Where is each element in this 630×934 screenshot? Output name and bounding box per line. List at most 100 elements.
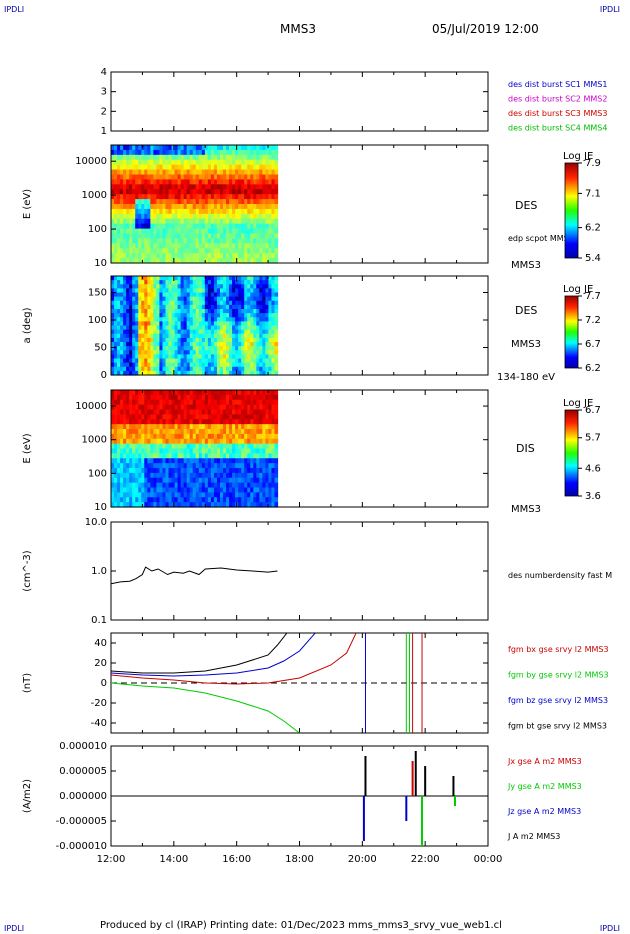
heatmap-cell — [129, 276, 133, 281]
heatmap-cell — [256, 313, 260, 318]
heatmap-cell — [150, 458, 154, 464]
heatmap-cell — [253, 184, 257, 190]
heatmap-cell — [180, 337, 185, 343]
heatmap-cell — [232, 159, 236, 166]
energy-range-label: 134-180 eV — [497, 372, 555, 383]
heatmap-cell — [198, 477, 203, 484]
heatmap-cell — [138, 472, 142, 479]
heatmap-cell — [210, 169, 215, 176]
heatmap-cell — [171, 296, 176, 302]
heatmap-cell — [201, 429, 206, 435]
heatmap-cell — [223, 189, 227, 195]
heatmap-cell — [198, 243, 203, 249]
heatmap-cell — [150, 337, 154, 343]
heatmap-cell — [271, 248, 276, 254]
heatmap-cell — [195, 313, 200, 318]
heatmap-cell — [241, 218, 245, 225]
heatmap-cell — [114, 366, 118, 372]
heatmap-cell — [250, 404, 254, 411]
heatmap-cell — [241, 253, 245, 259]
heatmap-cell — [271, 284, 276, 289]
heatmap-cell — [213, 218, 218, 225]
heatmap-cell — [159, 325, 164, 331]
heatmap-cell — [250, 492, 254, 498]
heatmap-cell — [250, 284, 254, 289]
heatmap-cell — [244, 399, 248, 406]
heatmap-cell — [201, 317, 206, 322]
heatmap-cell — [247, 370, 251, 376]
heatmap-cell — [274, 350, 279, 355]
heatmap-cell — [174, 482, 179, 489]
heatmap-cell — [111, 288, 115, 294]
heatmap-cell — [238, 184, 242, 190]
heatmap-cell — [244, 228, 248, 235]
heatmap-cell — [132, 228, 136, 235]
heatmap-cell — [259, 213, 263, 220]
heatmap-cell — [198, 342, 203, 347]
heatmap-cell — [156, 238, 161, 244]
heatmap-cell — [235, 169, 239, 176]
heatmap-cell — [219, 174, 224, 181]
heatmap-cell — [165, 276, 170, 281]
heatmap-cell — [235, 325, 239, 331]
heatmap-cell — [132, 337, 136, 343]
heatmap-cell — [259, 154, 263, 161]
heatmap-cell — [153, 497, 158, 503]
heatmap-cell — [120, 258, 124, 264]
heatmap-cell — [126, 174, 130, 181]
heatmap-cell — [213, 487, 218, 493]
heatmap-cell — [195, 399, 200, 406]
heatmap-cell — [204, 159, 209, 166]
heatmap-cell — [213, 296, 218, 302]
heatmap-cell — [177, 208, 182, 215]
heatmap-cell — [162, 284, 167, 289]
heatmap-cell — [168, 429, 173, 435]
heatmap-cell — [129, 502, 133, 508]
heatmap-cell — [216, 223, 221, 230]
heatmap-cell — [195, 228, 200, 235]
heatmap-cell — [183, 292, 188, 298]
heatmap-cell — [247, 333, 251, 339]
heatmap-cell — [210, 317, 215, 322]
heatmap-cell — [207, 223, 212, 230]
heatmap-cell — [262, 453, 266, 459]
heatmap-cell — [241, 477, 245, 484]
heatmap-cell — [219, 325, 224, 331]
heatmap-cell — [229, 145, 233, 151]
heatmap-cell — [177, 366, 182, 372]
heatmap-cell — [138, 199, 142, 205]
heatmap-cell — [183, 304, 188, 310]
heatmap-cell — [141, 159, 145, 166]
heatmap-cell — [123, 184, 127, 190]
heatmap-cell — [114, 414, 118, 420]
heatmap-cell — [120, 419, 124, 425]
heatmap-cell — [180, 179, 185, 185]
heatmap-cell — [204, 414, 209, 420]
colorbar-tick-label: 6.7 — [585, 405, 601, 416]
heatmap-cell — [244, 342, 248, 347]
heatmap-cell — [165, 243, 170, 249]
heatmap-cell — [247, 288, 251, 294]
heatmap-cell — [114, 213, 118, 220]
y-tick-label: 100 — [88, 224, 107, 235]
heatmap-cell — [192, 199, 197, 205]
heatmap-cell — [123, 350, 127, 355]
heatmap-cell — [265, 174, 270, 181]
heatmap-cell — [138, 502, 142, 508]
heatmap-cell — [189, 258, 194, 264]
heatmap-cell — [213, 362, 218, 368]
heatmap-cell — [180, 276, 185, 281]
heatmap-cell — [232, 337, 236, 343]
heatmap-cell — [153, 145, 158, 151]
heatmap-cell — [241, 337, 245, 343]
heatmap-cell — [201, 472, 206, 479]
heatmap-cell — [156, 213, 161, 220]
heatmap-cell — [150, 350, 154, 355]
heatmap-cell — [241, 414, 245, 420]
heatmap-cell — [244, 280, 248, 285]
heatmap-cell — [174, 502, 179, 508]
heatmap-cell — [153, 189, 158, 195]
heatmap-cell — [144, 238, 148, 244]
heatmap-cell — [174, 317, 179, 322]
heatmap-cell — [216, 346, 221, 351]
